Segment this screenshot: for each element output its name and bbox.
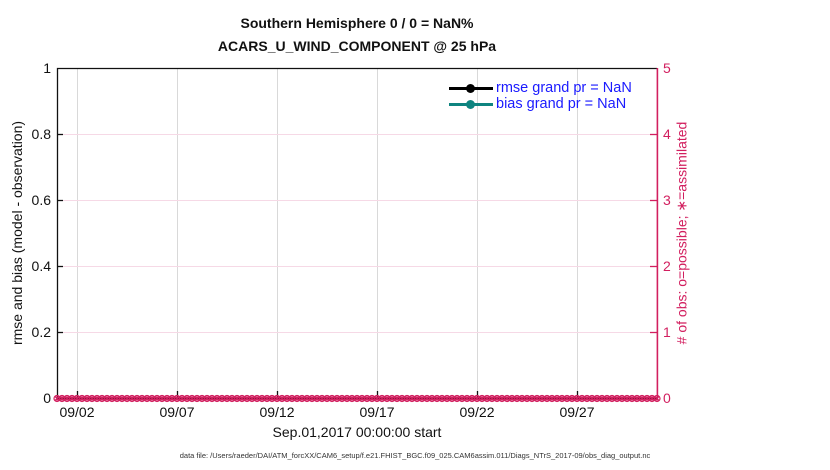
y-right-tick-label: 1 — [663, 324, 671, 340]
chart-subtitle: ACARS_U_WIND_COMPONENT @ 25 hPa — [217, 38, 497, 54]
right-axis-ticks — [650, 133, 657, 334]
y-axis-label-right: # of obs: o=possible; ∗=assimilated — [673, 121, 690, 345]
y-left-tick-label: 0.2 — [31, 324, 51, 340]
legend: rmse grand pr = NaN bias grand pr = NaN — [449, 80, 632, 112]
rmse-marker-icon — [466, 83, 475, 93]
left-axis-ticks — [57, 133, 63, 334]
y-axis-label-left: rmse and bias (model - observation) — [9, 120, 25, 346]
y-right-tick-label: 4 — [663, 126, 671, 142]
obs-count-marker-band — [53, 394, 661, 403]
y-right-tick-label: 3 — [663, 192, 671, 208]
x-axis-label: Sep.01,2017 00:00:00 start — [272, 424, 442, 440]
y-left-tick-label: 0 — [43, 390, 51, 406]
x-tick-label: 09/07 — [159, 404, 195, 420]
legend-label-rmse: rmse grand pr = NaN — [496, 80, 632, 96]
x-tick-label: 09/02 — [59, 404, 95, 420]
legend-label-bias: bias grand pr = NaN — [496, 96, 627, 112]
x-tick-label: 09/17 — [359, 404, 395, 420]
vertical-gridlines — [77, 68, 578, 398]
bias-marker-icon — [466, 99, 475, 109]
legend-item-rmse: rmse grand pr = NaN — [449, 80, 632, 96]
x-tick-label: 09/12 — [259, 404, 295, 420]
horizontal-gridlines — [57, 134, 657, 333]
data-file-caption: data file: /Users/raeder/DAI/ATM_forcXX/… — [179, 451, 651, 460]
rmse-line-sample — [449, 83, 493, 93]
y-left-tick-label: 0.6 — [31, 192, 51, 208]
x-tick-label: 09/22 — [459, 404, 495, 420]
y-left-tick-label: 0.8 — [31, 126, 51, 142]
y-right-tick-label: 0 — [663, 390, 671, 406]
y-left-tick-label: 1 — [43, 60, 51, 76]
y-right-tick-label: 2 — [663, 258, 671, 274]
x-tick-label: 09/27 — [559, 404, 595, 420]
bias-line-sample — [449, 99, 493, 109]
y-left-tick-label: 0.4 — [31, 258, 51, 274]
axes-box — [56, 67, 657, 400]
y-right-tick-label: 5 — [663, 60, 671, 76]
legend-item-bias: bias grand pr = NaN — [449, 96, 632, 112]
chart-title: Southern Hemisphere 0 / 0 = NaN% — [240, 15, 474, 31]
